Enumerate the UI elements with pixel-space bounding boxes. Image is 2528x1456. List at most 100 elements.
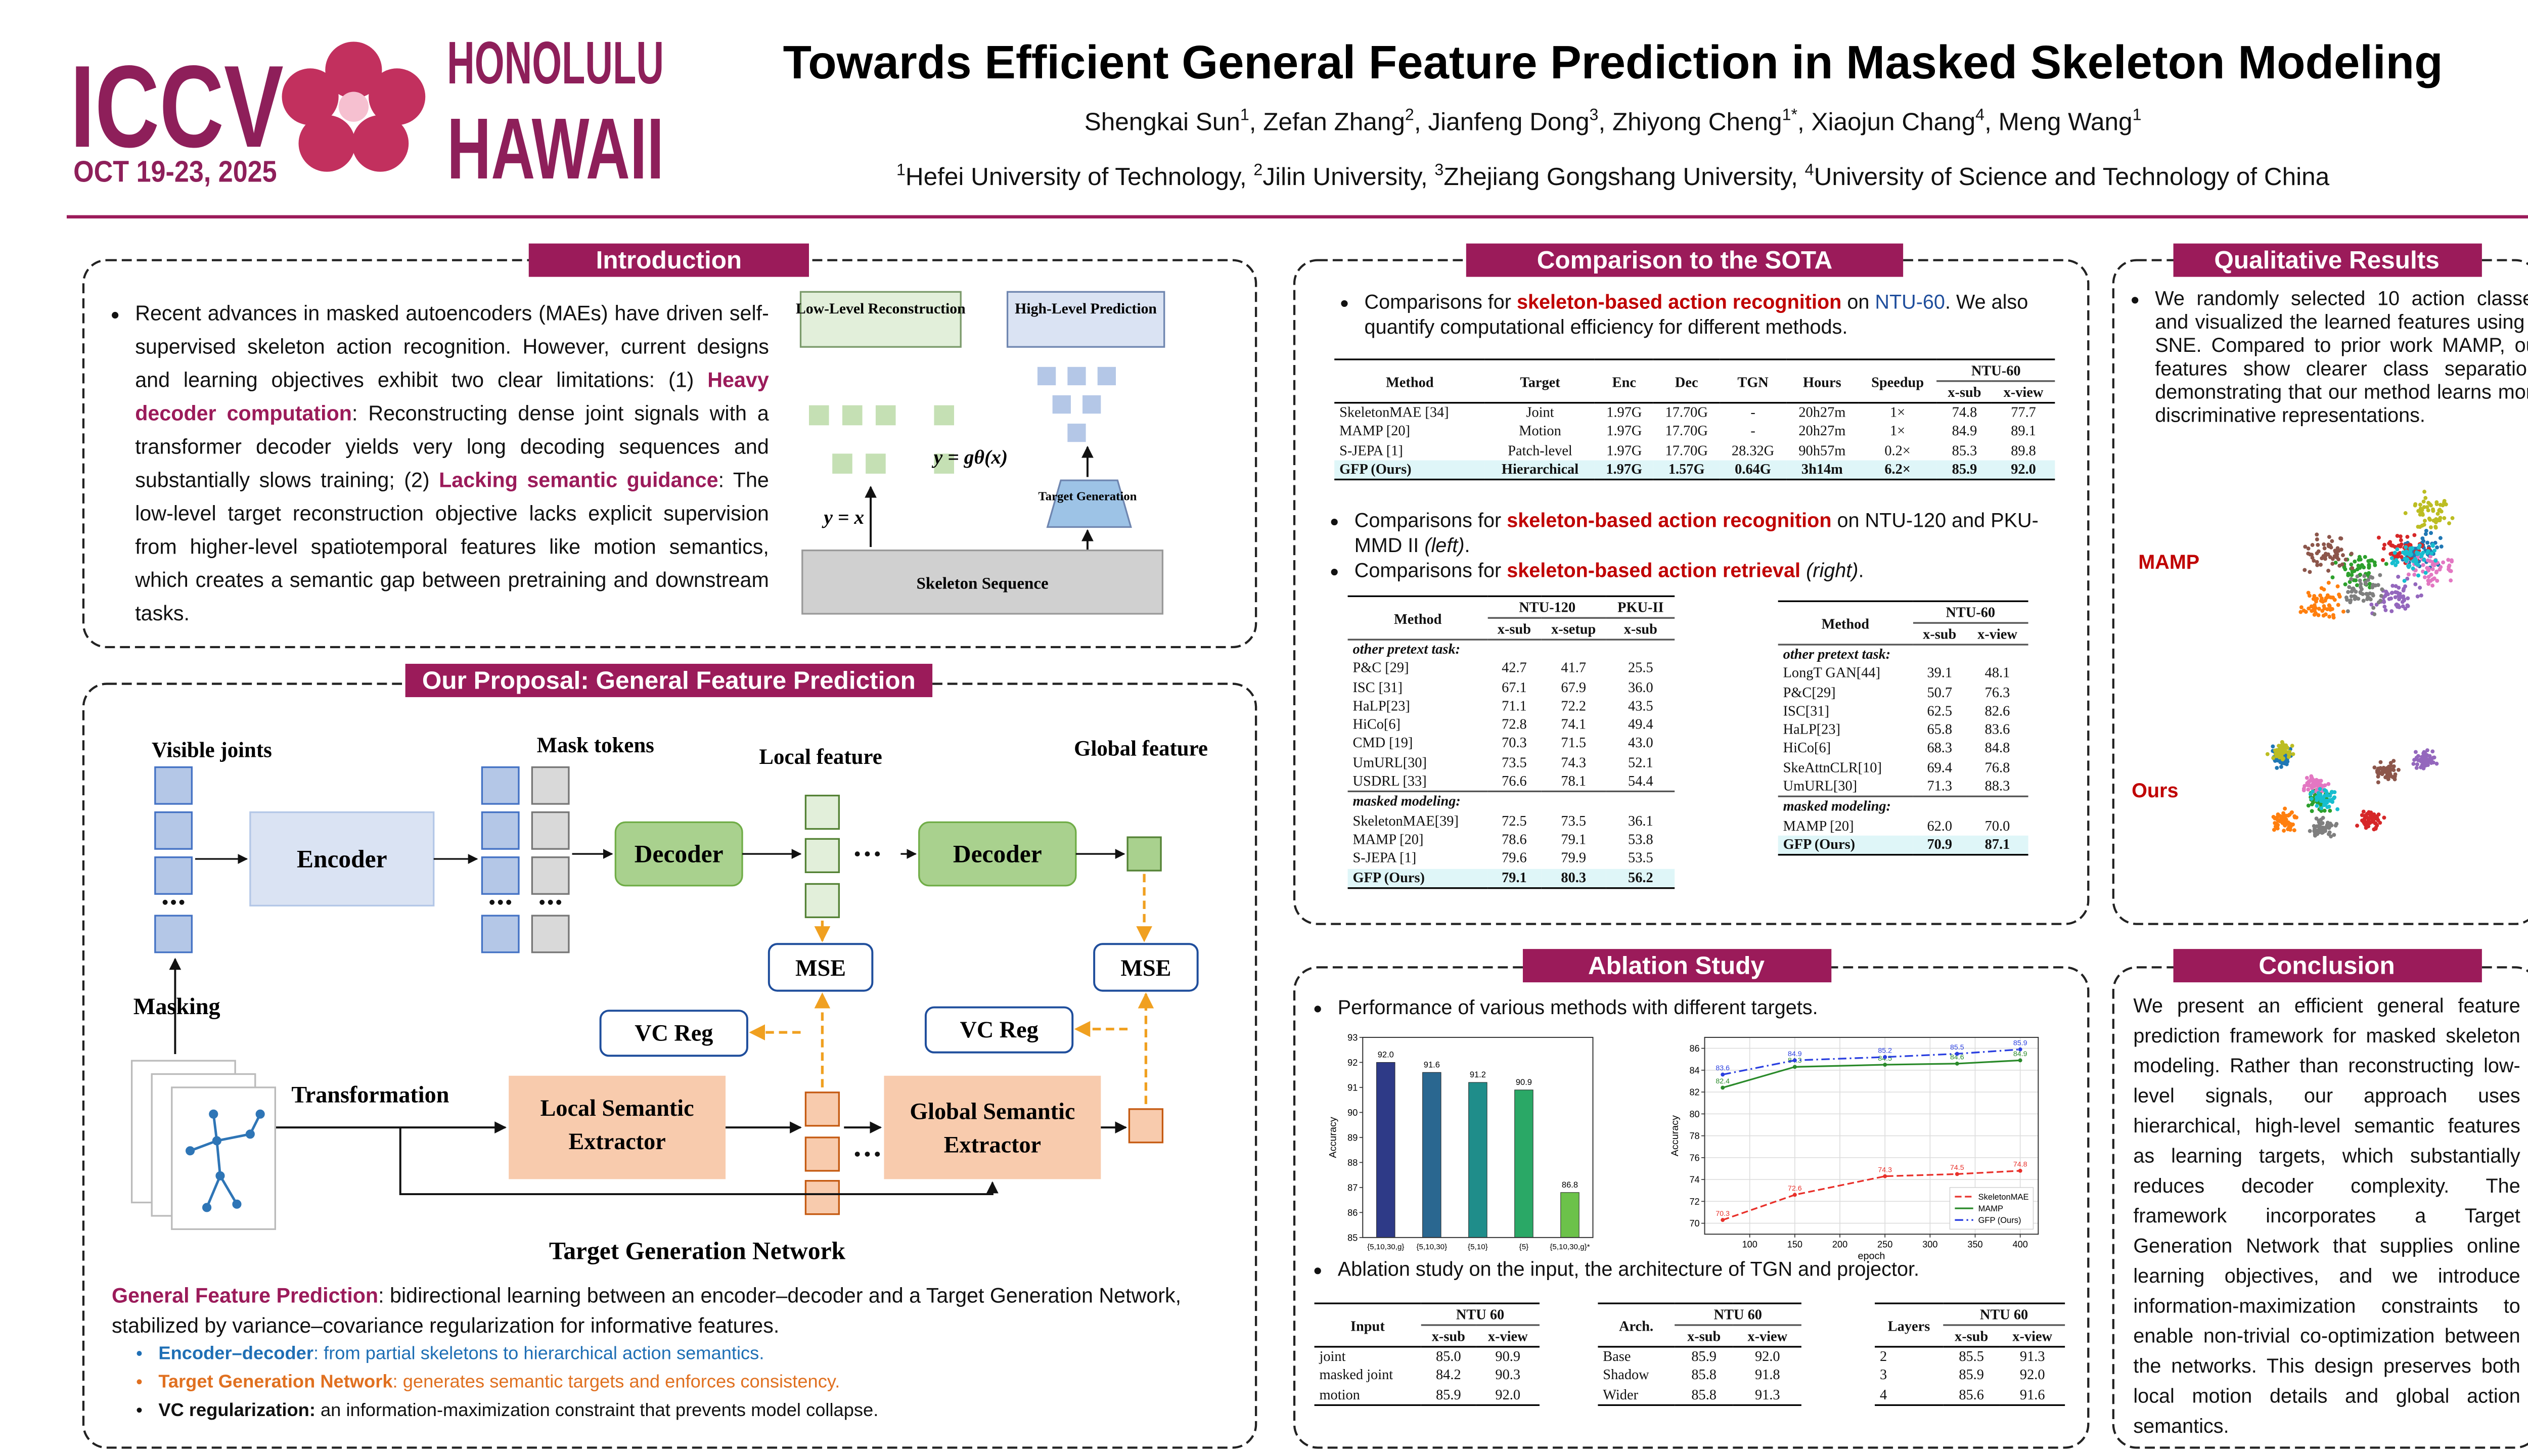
- data-table: Layers NTU 60 x-sub x-view 2 85.5 91.3 3 85.9 92.…: [1875, 1302, 2065, 1406]
- tsne-point: [2448, 569, 2452, 573]
- tsne-point: [2367, 565, 2371, 570]
- proposal-bullets: Encoder–decoder: from partial skeletons …: [112, 1341, 1229, 1426]
- diagram-label: Decoder: [635, 840, 724, 868]
- tsne-point: [2415, 762, 2419, 766]
- tsne-point: [2403, 584, 2408, 588]
- tsne-point: [2280, 757, 2285, 762]
- text-segment: Target Generation Network: [158, 1373, 393, 1393]
- diagram-label: High-Level Prediction: [1015, 301, 1157, 317]
- point-label: 83.6: [1716, 1064, 1730, 1072]
- table-cell: 53.8: [1628, 830, 1653, 847]
- tsne-point: [2412, 572, 2417, 577]
- rect: [154, 811, 193, 850]
- rect: [1097, 367, 1116, 386]
- section-label: other pretext task:: [1778, 644, 2028, 664]
- x-tick-label: {5,10,30,g}*: [1550, 1243, 1590, 1251]
- table-cell: 74.8: [1952, 403, 1977, 421]
- tsne-point: [2315, 824, 2319, 829]
- tsne-point: [2449, 578, 2453, 583]
- tsne-point: [2321, 600, 2325, 604]
- table-cell: 20h27m: [1798, 403, 1846, 421]
- tsne-point: [2329, 798, 2333, 803]
- point-label: 84.9: [2013, 1050, 2027, 1058]
- tsne-point: [2414, 559, 2419, 563]
- rect: [804, 1091, 840, 1127]
- table-body: SkeletonMAE [34] Joint 1.97G 17.70G - 20h27m 1…: [1334, 403, 2055, 480]
- bullet: Performance of various methods with diff…: [1338, 995, 2072, 1019]
- tsne-point: [2401, 550, 2405, 555]
- table-row: 3 85.9 92.0: [1875, 1367, 2065, 1385]
- tsne-point: [2325, 791, 2329, 795]
- diagram-label: Local feature: [759, 745, 882, 769]
- table-cell: 43.5: [1628, 697, 1653, 714]
- table-cell: ISC[31]: [1783, 702, 1829, 719]
- table-cell: 25.5: [1628, 659, 1653, 676]
- table-cell: 3h14m: [1801, 460, 1843, 477]
- table-cell: 82.6: [1984, 702, 2010, 719]
- diagram-label: Global feature: [1074, 737, 1208, 760]
- text-segment: 4: [1975, 107, 1985, 125]
- diagram-label: Encoder: [297, 845, 387, 873]
- tsne-point: [2282, 815, 2286, 820]
- table-cell: 17.70G: [1665, 403, 1708, 421]
- tsne-point: [2298, 610, 2303, 614]
- rect: [509, 1075, 726, 1179]
- rect: [866, 453, 886, 474]
- series-point: [2018, 1058, 2022, 1063]
- table-cell: 91.3: [1754, 1385, 1780, 1402]
- column-header: Target: [1520, 373, 1560, 390]
- section-title: Our Proposal: General Feature Prediction: [422, 666, 916, 694]
- diagram-label: Extractor: [944, 1132, 1041, 1158]
- group-header: NTU 60: [1674, 1303, 1801, 1326]
- tsne-point: [2370, 558, 2374, 563]
- rect: [832, 453, 852, 474]
- text-segment: Lacking semantic guidance: [439, 469, 718, 492]
- table-head: Layers NTU 60 x-sub x-view: [1875, 1303, 2065, 1347]
- tsne-point: [2392, 551, 2397, 555]
- point-label: 85.5: [1950, 1043, 1964, 1052]
- tsne-point: [2315, 532, 2319, 537]
- tsne-point: [2319, 563, 2323, 567]
- tsne-point: [2405, 534, 2410, 539]
- table-cell: 17.70G: [1665, 441, 1708, 458]
- table-cell: 84.8: [1984, 740, 2010, 757]
- table-host: Arch. NTU 60 x-sub x-view Base 85.9 92.0 Shadow…: [1598, 1302, 1801, 1406]
- bar: [1376, 1062, 1395, 1238]
- table-cell: Patch-level: [1508, 441, 1572, 458]
- rect: [614, 821, 743, 887]
- table-cell: 67.1: [1502, 678, 1527, 695]
- group-header: PKU-II: [1606, 596, 1675, 619]
- tsne-point: [2405, 557, 2410, 562]
- tsne-point: [2416, 509, 2421, 513]
- circle: [556, 899, 562, 905]
- tsne-point: [2341, 553, 2345, 558]
- rect: [2173, 949, 2482, 983]
- tsne-point: [2322, 794, 2327, 798]
- circle: [202, 1203, 212, 1212]
- rect: [934, 453, 955, 474]
- tsne-point: [2414, 765, 2419, 770]
- tsne-point: [2425, 540, 2430, 545]
- diagram-label: VC Reg: [960, 1017, 1039, 1042]
- text-segment: 3: [1589, 107, 1599, 125]
- tsne-point: [2403, 606, 2408, 611]
- tsne-point: [2434, 500, 2439, 505]
- tsne-point: [2426, 574, 2431, 579]
- tsne-point: [2442, 500, 2446, 505]
- tsne-point: [2391, 560, 2396, 564]
- table-row: ISC [31] 67.1 67.9 36.0: [1348, 678, 1675, 697]
- rect: [481, 766, 520, 805]
- circle: [539, 899, 545, 905]
- tsne-point: [2312, 559, 2316, 563]
- legend-label: MAMP: [1978, 1204, 2003, 1213]
- bar-value-label: 86.8: [1562, 1180, 1578, 1190]
- column-header: Dec: [1675, 373, 1698, 390]
- qualitative-list: We randomly selected 10 action classes a…: [2128, 287, 2528, 427]
- circle: [352, 115, 409, 172]
- tsne-point: [2430, 542, 2435, 547]
- tsne-point: [2334, 822, 2339, 826]
- plot-frame: [1704, 1036, 2039, 1235]
- tsne-point: [2433, 525, 2438, 529]
- tsne-point: [2391, 759, 2396, 763]
- tsne-point: [2358, 572, 2363, 577]
